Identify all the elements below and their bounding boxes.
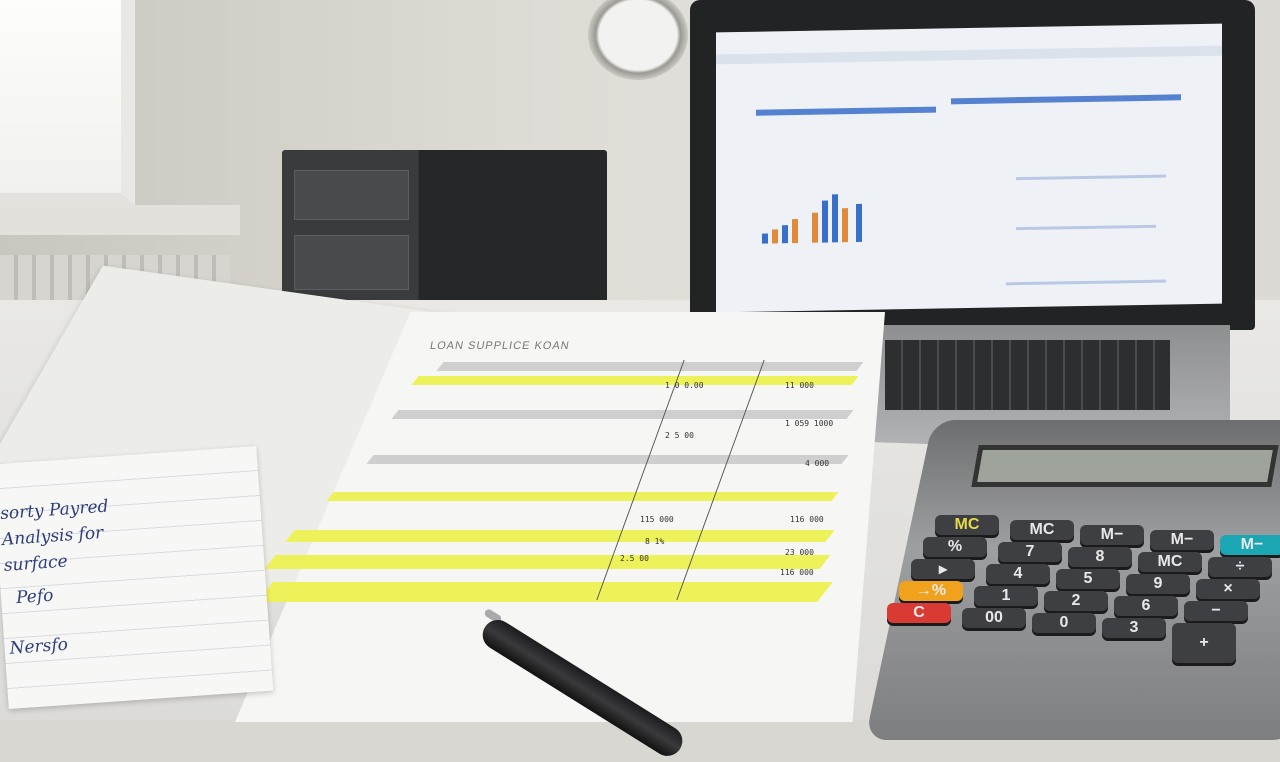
calculator-display: [971, 445, 1279, 487]
chart-bar: [856, 203, 862, 242]
highlighted-row: [326, 492, 839, 501]
calculator-key[interactable]: M−: [1150, 530, 1214, 550]
calculator-key[interactable]: MC: [1138, 552, 1202, 572]
cell-value: 1 0 0.00: [665, 381, 704, 390]
cell-value: 11 000: [785, 381, 814, 390]
calculator-key[interactable]: %: [923, 537, 987, 557]
calculator-key[interactable]: +: [1172, 623, 1236, 663]
highlighted-row: [257, 582, 833, 602]
cell-value: 23 000: [785, 548, 814, 557]
handwriting-line: Pefo: [15, 585, 55, 609]
cabinet-drawer: [294, 170, 409, 220]
cell-value: 116 000: [780, 568, 814, 577]
chart-bar: [762, 233, 768, 244]
window-sill: [0, 205, 240, 235]
laptop-screen-spreadsheet: [716, 23, 1222, 313]
handwriting-line: sorty Payred: [0, 496, 110, 525]
cell-value: 115 000: [640, 515, 674, 524]
calculator-key[interactable]: M−: [1080, 525, 1144, 545]
cell-value: 4 000: [805, 459, 830, 468]
chart-bar: [822, 200, 828, 243]
table-row: [366, 455, 849, 464]
filing-cabinet: [282, 150, 607, 305]
spreadsheet-toolbar: [716, 45, 1222, 65]
handwriting-line: Nersfo: [8, 634, 69, 659]
calculator-key[interactable]: 2: [1044, 591, 1108, 611]
cell-value: 8 1%: [645, 537, 665, 546]
cell-value: 1 059 1000: [785, 419, 834, 428]
chart-bar: [812, 212, 818, 243]
handwriting-line: Analysis for: [1, 522, 104, 550]
handwritten-notepad: sorty Payred Analysis for surface Pefo N…: [0, 446, 274, 709]
calculator-key[interactable]: 8: [1068, 547, 1132, 567]
highlighted-row: [264, 555, 831, 569]
spreadsheet-row: [1016, 224, 1156, 231]
calculator-key[interactable]: 4: [986, 564, 1050, 584]
spreadsheet-header: [951, 94, 1181, 105]
wall-clock: [588, 0, 688, 80]
table-row: [391, 410, 854, 419]
table-header-row: [436, 362, 864, 371]
cell-value: 2 5 00: [665, 431, 694, 440]
calculator-key[interactable]: C: [887, 603, 951, 623]
calculator-key[interactable]: 3: [1102, 618, 1166, 638]
calculator-key[interactable]: 5: [1056, 569, 1120, 589]
calculator-key[interactable]: MC: [1010, 520, 1074, 540]
cell-value: 2.5 00: [620, 554, 649, 563]
calculator-key[interactable]: MC: [935, 515, 999, 535]
calculator-key[interactable]: M−: [1220, 535, 1280, 555]
cell-value: 116 000: [790, 515, 824, 524]
chart-bar: [782, 225, 788, 244]
spreadsheet-header: [756, 106, 936, 116]
chart-bar: [772, 229, 778, 244]
calculator-key[interactable]: 0: [1032, 613, 1096, 633]
calculator-key[interactable]: 6: [1114, 596, 1178, 616]
cabinet-drawer: [294, 235, 409, 290]
document-title: LOAN SUPPLICE KOAN: [428, 340, 571, 352]
spreadsheet-row: [1016, 174, 1166, 181]
chart-bar: [842, 208, 848, 243]
calculator-key[interactable]: ▸: [911, 559, 975, 579]
chart-bar: [792, 218, 798, 244]
calculator-key[interactable]: 00: [962, 608, 1026, 628]
calculator-key[interactable]: ÷: [1208, 557, 1272, 577]
laptop-keyboard: [885, 340, 1170, 410]
handwriting-line: surface: [3, 551, 69, 576]
calculator-key[interactable]: −: [1184, 601, 1248, 621]
chart-bar: [832, 194, 838, 243]
highlighted-row: [285, 530, 835, 542]
screen-bar-chart: [756, 179, 886, 244]
calculator-key[interactable]: 9: [1126, 574, 1190, 594]
calculator-key[interactable]: 7: [998, 542, 1062, 562]
spreadsheet-row: [1006, 279, 1166, 286]
window: [0, 0, 135, 205]
calculator-key[interactable]: →%: [899, 581, 963, 601]
calculator-key[interactable]: 1: [974, 586, 1038, 606]
calculator-key[interactable]: ×: [1196, 579, 1260, 599]
